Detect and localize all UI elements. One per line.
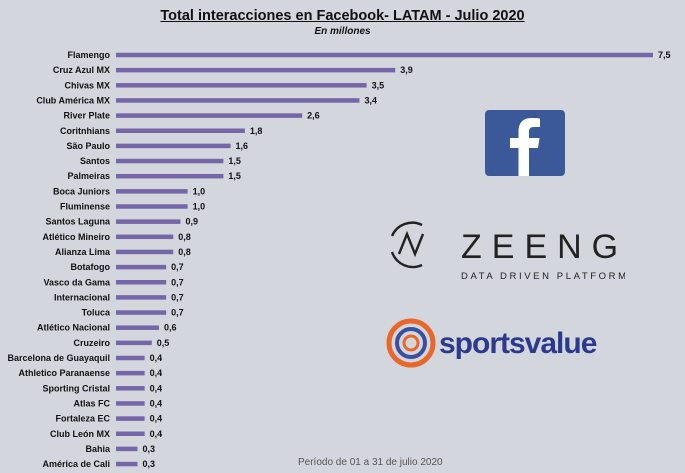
value-label: 0,9	[185, 217, 198, 227]
bar	[116, 189, 188, 194]
value-label: 1,5	[228, 156, 241, 166]
category-label: Fortaleza EC	[55, 414, 110, 424]
category-label: Atlético Nacional	[37, 323, 110, 333]
bar	[116, 401, 145, 406]
bar	[116, 280, 167, 285]
value-label: 0,3	[142, 459, 155, 469]
value-label: 0,7	[171, 262, 184, 272]
bar	[116, 158, 224, 164]
value-label: 0,4	[150, 383, 163, 393]
bar	[116, 67, 396, 73]
bar	[116, 416, 145, 421]
zeeng-tagline: DATA DRIVEN PLATFORM	[461, 271, 625, 282]
category-label: Atlas FC	[73, 398, 110, 408]
bar	[116, 219, 181, 224]
category-label: Boca Juniors	[53, 186, 110, 196]
value-label: 1,5	[228, 171, 241, 181]
category-label: Santos Laguna	[45, 217, 111, 227]
value-label: 3,4	[364, 95, 377, 105]
value-label: 1,0	[193, 202, 206, 212]
value-label: 0,4	[150, 398, 163, 408]
value-label: 0,6	[164, 323, 177, 333]
value-label: 0,8	[178, 232, 191, 242]
bar	[116, 386, 145, 391]
value-label: 7,5	[658, 50, 671, 60]
category-label: Flamengo	[67, 50, 110, 60]
value-label: 0,7	[171, 277, 184, 287]
value-label: 0,4	[150, 368, 163, 378]
bar	[116, 113, 303, 118]
category-label: São Paulo	[66, 141, 110, 151]
category-label: Coritnhians	[60, 126, 110, 136]
category-label: Cruz Azul MX	[53, 65, 110, 75]
bar	[116, 295, 167, 300]
bar	[116, 355, 145, 361]
bar	[116, 446, 138, 452]
value-label: 0,8	[178, 247, 191, 257]
category-label: Vasco da Gama	[43, 277, 111, 287]
bar	[116, 264, 167, 270]
category-label: Internacional	[54, 292, 110, 302]
sportsvalue-wordmark: sportsvalue	[439, 327, 597, 360]
bar	[116, 461, 138, 467]
bar	[116, 204, 188, 209]
category-label: Athletico Paranaense	[18, 368, 110, 378]
bar	[116, 173, 224, 179]
category-label: Club América MX	[36, 95, 110, 105]
zeeng-mark-icon	[390, 221, 425, 269]
value-label: 1,8	[250, 126, 263, 136]
category-label: Barcelona de Guayaquil	[7, 353, 110, 363]
category-label: Club León MX	[50, 429, 110, 439]
bar	[116, 340, 152, 346]
value-label: 0,3	[142, 444, 155, 454]
category-label: River Plate	[63, 111, 110, 121]
category-label: Toluca	[82, 308, 111, 318]
facebook-logo	[485, 110, 565, 176]
value-label: 2,6	[307, 111, 320, 121]
category-label: Bahia	[85, 444, 111, 454]
sportsvalue-rings-icon	[386, 318, 436, 368]
category-label: Sporting Cristal	[42, 383, 110, 393]
chart-title: Total interacciones en Facebook- LATAM -…	[160, 8, 525, 24]
category-label: Alianza Lima	[55, 247, 111, 257]
category-label: Botafogo	[71, 262, 111, 272]
category-label: Chivas MX	[64, 80, 110, 90]
zeeng-wordmark: ZEENG	[461, 228, 625, 266]
bar	[116, 431, 145, 436]
value-label: 0,4	[150, 353, 163, 363]
category-label: Cruzeiro	[73, 338, 110, 348]
value-label: 0,5	[157, 338, 170, 348]
bar	[116, 234, 174, 240]
category-label: Atlético Mineiro	[42, 232, 110, 242]
value-label: 0,4	[150, 429, 163, 439]
sportsvalue-logo: sportsvalue	[385, 315, 630, 370]
bar	[116, 249, 174, 255]
value-label: 0,7	[171, 308, 184, 318]
bar	[116, 143, 231, 149]
value-label: 3,9	[400, 65, 413, 75]
category-label: Fluminense	[60, 202, 110, 212]
chart-subtitle: En millones	[314, 26, 371, 37]
category-label: Santos	[80, 156, 110, 166]
category-label: América de Cali	[42, 459, 110, 469]
bar	[116, 325, 159, 330]
zeeng-logo: ZEENG DATA DRIVEN PLATFORM	[385, 212, 626, 287]
value-label: 0,4	[150, 414, 163, 424]
bar	[116, 310, 167, 315]
category-label: Palmeiras	[67, 171, 110, 181]
bar	[116, 83, 367, 88]
facebook-f-icon	[510, 118, 540, 176]
bar	[116, 52, 653, 58]
bar	[116, 370, 145, 376]
value-label: 3,5	[372, 80, 385, 90]
value-label: 1,0	[193, 186, 206, 196]
value-label: 1,6	[236, 141, 249, 151]
bar	[116, 128, 245, 133]
bar	[116, 98, 360, 103]
value-label: 0,7	[171, 292, 184, 302]
period-footnote: Período de 01 a 31 de julio 2020	[298, 457, 443, 468]
